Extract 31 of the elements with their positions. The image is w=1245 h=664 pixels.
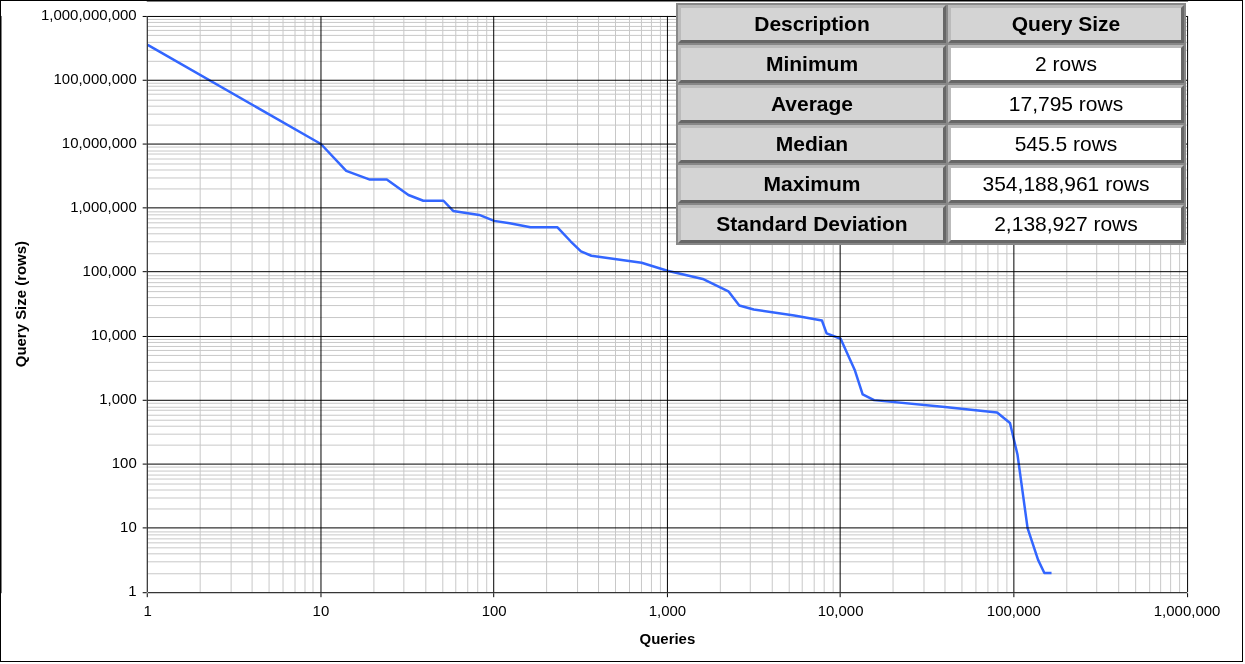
- y-tick-label: 1,000,000: [70, 198, 137, 216]
- x-axis-title: Queries: [639, 630, 696, 648]
- annotation: Standard Deviation: [678, 205, 946, 243]
- y-tick-label: 1: [128, 582, 137, 600]
- y-tick-label: 1,000: [99, 390, 137, 408]
- x-tick-label: 1,000: [648, 602, 687, 620]
- y-axis-title: Query Size (rows): [12, 240, 30, 368]
- annotation: Query Size: [948, 5, 1184, 43]
- annotation: 2 rows: [948, 45, 1184, 83]
- y-tick-label: 100: [111, 454, 137, 472]
- annotation: Median: [678, 125, 946, 163]
- x-tick-label: 100,000: [986, 602, 1041, 620]
- annotation: Minimum: [678, 45, 946, 83]
- annotation: Average: [678, 85, 946, 123]
- annotation: 354,188,961 rows: [948, 165, 1184, 203]
- y-tick-label: 10,000,000: [61, 134, 137, 152]
- y-tick-label: 10,000: [90, 326, 137, 344]
- annotation: 17,795 rows: [948, 85, 1184, 123]
- x-tick-label: 100: [481, 602, 507, 620]
- annotation: Description: [678, 5, 946, 43]
- x-tick-label: 10,000: [817, 602, 864, 620]
- x-tick-label: 1: [143, 602, 152, 620]
- x-tick-label: 10: [312, 602, 330, 620]
- y-tick-label: 100,000: [82, 262, 137, 280]
- y-tick-label: 1,000,000,000: [41, 6, 137, 24]
- annotation: Maximum: [678, 165, 946, 203]
- y-tick-label: 100,000,000: [53, 70, 137, 88]
- annotation: 545.5 rows: [948, 125, 1184, 163]
- y-tick-label: 10: [120, 518, 137, 536]
- x-tick-label: 1,000,000: [1153, 602, 1221, 620]
- annotation: 2,138,927 rows: [948, 205, 1184, 243]
